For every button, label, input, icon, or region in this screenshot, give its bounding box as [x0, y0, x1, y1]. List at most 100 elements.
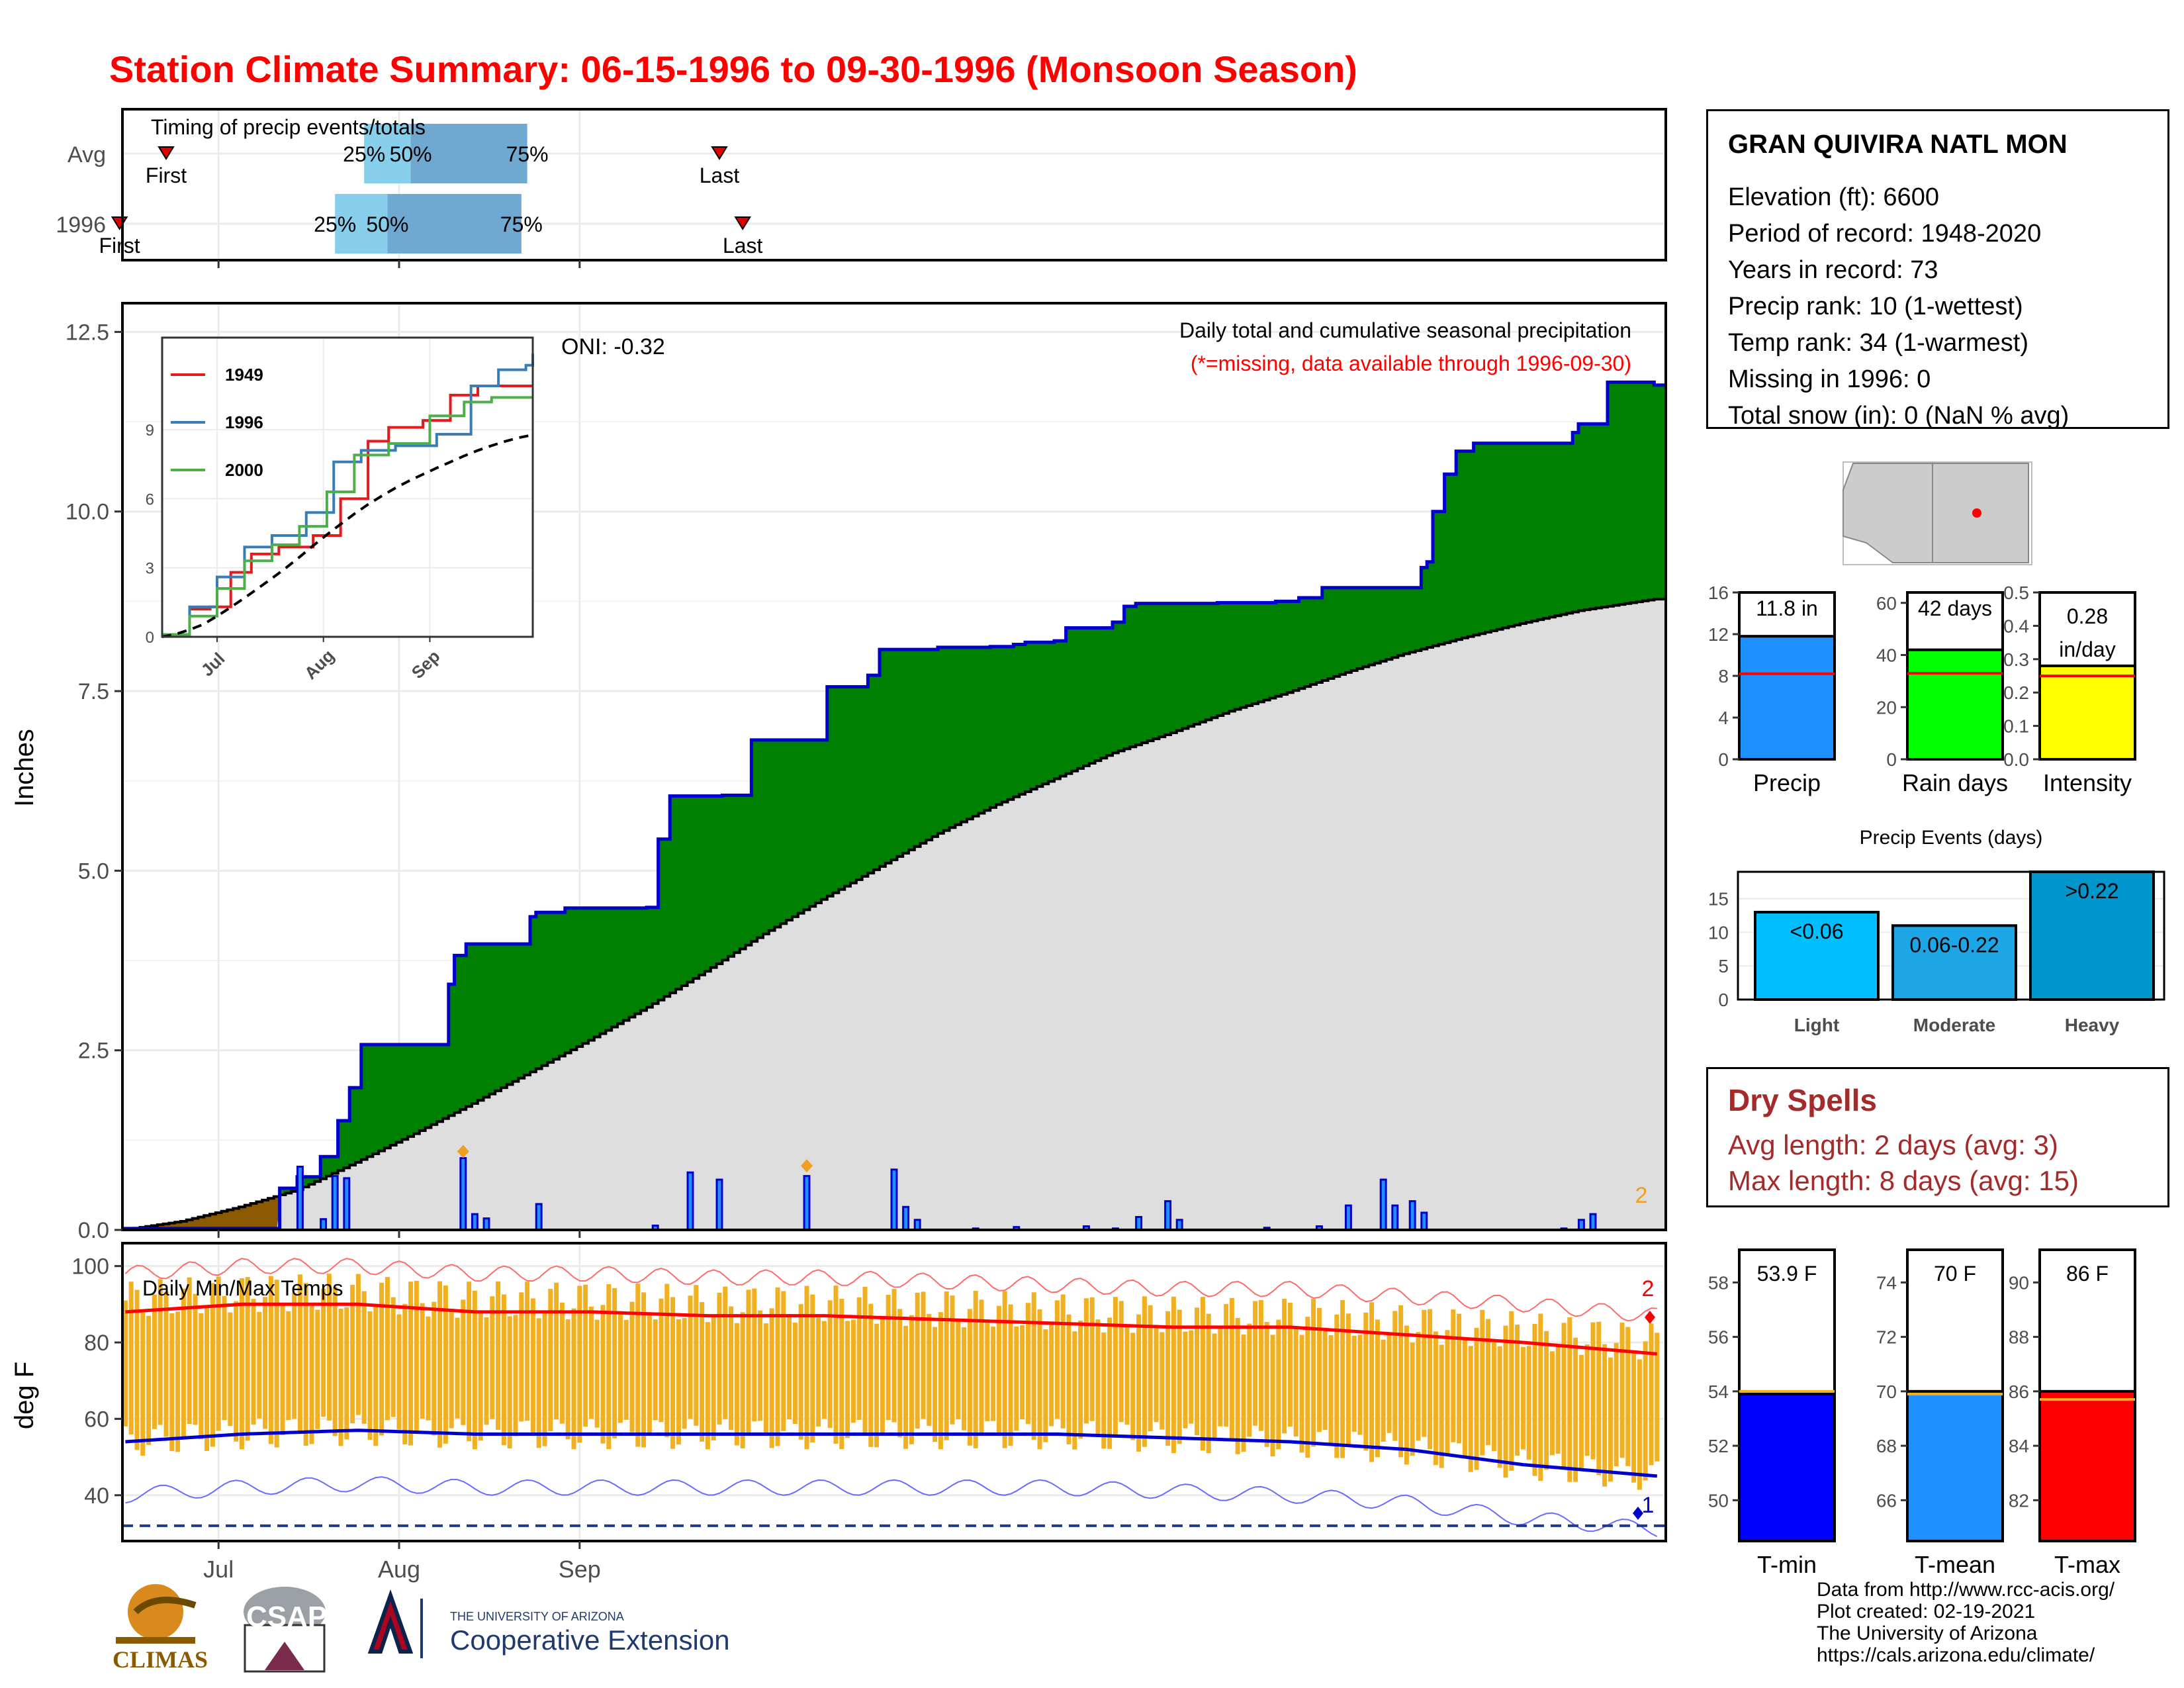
daily-temp-bar — [1212, 1333, 1217, 1440]
daily-temp-bar — [420, 1303, 425, 1419]
daily-temp-bar — [432, 1301, 437, 1436]
daily-precip-bar — [1420, 1211, 1428, 1231]
timing-row-label: Avg — [68, 142, 106, 167]
daily-temp-bar — [600, 1305, 606, 1444]
summary-precip-y-tick-label: 4 — [1718, 708, 1729, 728]
daily-temp-bar — [874, 1323, 880, 1448]
timing-p50-label: 50% — [390, 142, 432, 166]
daily-temp-bar — [850, 1319, 856, 1423]
precip-record-marker — [801, 1159, 813, 1173]
daily-temp-bar — [921, 1291, 926, 1419]
daily-temp-bar — [1037, 1309, 1042, 1450]
summary-raindays-value: 42 days — [1918, 596, 1992, 620]
daily-temp-bar — [1596, 1321, 1602, 1476]
daily-temp-bar — [292, 1292, 297, 1419]
summary-tmean-bar — [1906, 1389, 2004, 1543]
daily-temp-bar — [1177, 1309, 1182, 1444]
precip-deficit-area — [122, 1188, 295, 1230]
timing-p75-label: 75% — [506, 142, 549, 166]
precip-event-bar — [2029, 870, 2155, 1001]
daily-precip-bar — [1391, 1204, 1399, 1231]
daily-temp-bar — [659, 1298, 664, 1423]
daily-temp-bar — [1451, 1309, 1456, 1442]
precip-y-tick-label: 10.0 — [66, 500, 109, 525]
daily-temp-bar — [967, 1309, 972, 1446]
daily-temp-bar — [1195, 1307, 1200, 1436]
daily-temp-bar — [245, 1277, 250, 1441]
station-temp-rank: Temp rank: 34 (1-warmest) — [1728, 329, 2029, 357]
daily-temp-bar — [629, 1301, 635, 1432]
daily-precip-bar — [1589, 1213, 1597, 1231]
daily-temp-bar — [1072, 1331, 1077, 1450]
daily-temp-bar — [1282, 1299, 1287, 1434]
timing-p75-label: 75% — [500, 212, 543, 236]
daily-temp-bar — [717, 1292, 722, 1425]
summary-intensity-y-tick-label: 0.3 — [2003, 649, 2029, 670]
timing-p50-label: 50% — [366, 212, 408, 236]
summary-raindays-label: Rain days — [1902, 769, 2008, 796]
daily-precip-bar — [1577, 1219, 1585, 1231]
daily-precip-bar — [902, 1205, 910, 1231]
daily-temp-bar — [542, 1311, 547, 1446]
timing-row-label: 1996 — [56, 212, 106, 238]
daily-temp-bar — [664, 1284, 670, 1438]
inset-average-line — [161, 434, 533, 638]
daily-temp-bar — [222, 1295, 227, 1421]
daily-temp-bar — [530, 1298, 535, 1435]
precip-event-bar-label: >0.22 — [2066, 879, 2119, 903]
precip-title: Daily total and cumulative seasonal prec… — [1179, 318, 1631, 342]
daily-temp-bar — [821, 1321, 827, 1419]
dry-spells-avg: Avg length: 2 days (avg: 3) — [1728, 1129, 2058, 1160]
precip-y-tick-label: 7.5 — [78, 679, 109, 704]
credit-url: https://cals.arizona.edu/climate/ — [1817, 1644, 2095, 1666]
inset-y-tick-label: 0 — [146, 629, 154, 647]
daily-temp-bar — [1083, 1298, 1089, 1424]
daily-temp-bar — [408, 1282, 414, 1446]
daily-temp-bar — [1491, 1342, 1496, 1452]
inset-legend-label: 1996 — [225, 412, 263, 432]
daily-temp-bar — [1351, 1335, 1357, 1432]
daily-precip-bar — [686, 1171, 694, 1231]
daily-temp-bar — [332, 1286, 338, 1436]
precip-record-marker — [457, 1145, 469, 1158]
record-high-line — [124, 1258, 1657, 1322]
daily-temp-bar — [1433, 1331, 1438, 1466]
dry-spells-box: Dry Spells Avg length: 2 days (avg: 3) M… — [1706, 1067, 2169, 1207]
summary-tmean-y-tick-label: 72 — [1876, 1327, 1897, 1348]
daily-temp-bar — [845, 1321, 850, 1438]
summary-intensity-value: 0.28 — [2067, 604, 2108, 628]
timing-panel-border — [121, 108, 1667, 261]
daily-temp-bar — [1345, 1313, 1351, 1444]
daily-temp-bar — [996, 1305, 1001, 1435]
daily-temp-bar — [205, 1306, 210, 1451]
daily-temp-bar — [740, 1312, 745, 1449]
summary-intensity-y-tick-label: 0.4 — [2003, 616, 2029, 636]
daily-precip-bar — [803, 1175, 811, 1231]
daily-temp-bar — [1445, 1330, 1450, 1456]
daily-temp-bar — [1113, 1297, 1118, 1435]
daily-temp-bar — [1520, 1346, 1525, 1450]
daily-precip-bar — [535, 1203, 543, 1231]
daily-temp-bar — [350, 1284, 355, 1424]
daily-temp-bar — [1322, 1331, 1328, 1430]
daily-temp-bar — [804, 1286, 809, 1450]
daily-temp-bar — [729, 1306, 734, 1430]
page-title: Station Climate Summary: 06-15-1996 to 0… — [109, 48, 1357, 90]
summary-raindays-y-tick-label: 0 — [1886, 749, 1897, 770]
daily-temp-bar — [1130, 1333, 1136, 1440]
daily-temp-bar — [1619, 1322, 1625, 1458]
climas-wordmark: CLIMAS — [113, 1646, 208, 1673]
daily-temp-bar — [577, 1286, 582, 1443]
inset-y-tick-label: 9 — [146, 422, 154, 440]
daily-precip-bar — [331, 1175, 339, 1231]
summary-tmean-y-tick-label: 74 — [1876, 1272, 1897, 1293]
daily-precip-bar — [471, 1213, 478, 1231]
summary-tmin-bar — [1738, 1392, 1836, 1542]
daily-temp-bar — [379, 1282, 385, 1436]
daily-temp-bar — [798, 1304, 803, 1440]
summary-tmean-y-tick-label: 66 — [1876, 1490, 1897, 1511]
daily-temp-bar — [962, 1327, 967, 1430]
daily-temp-bar — [169, 1313, 175, 1452]
precip-events-y-tick-label: 0 — [1718, 990, 1729, 1010]
